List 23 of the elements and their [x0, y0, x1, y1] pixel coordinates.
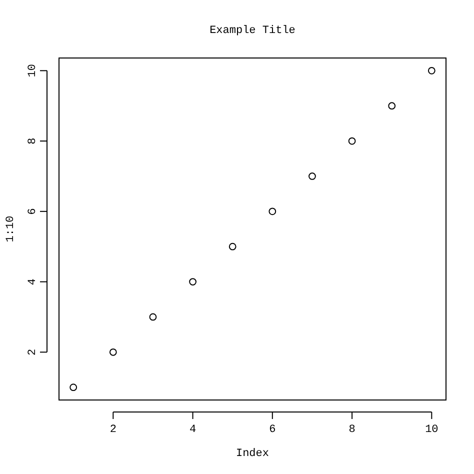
y-tick-label: 2	[27, 348, 39, 356]
point	[308, 172, 316, 180]
point	[388, 102, 396, 110]
y-tick-label: 10	[27, 64, 39, 78]
x-tick-label: 2	[110, 424, 116, 436]
point	[70, 384, 78, 392]
point	[189, 278, 196, 286]
chart-title: Example Title	[210, 25, 296, 37]
point	[268, 208, 276, 216]
point	[149, 313, 157, 321]
x-tick-label: 10	[425, 424, 438, 436]
x-tick-label: 8	[348, 424, 356, 436]
y-tick-label: 4	[27, 278, 39, 286]
point	[348, 137, 356, 145]
x-tick-label: 6	[269, 424, 276, 436]
point	[228, 242, 236, 250]
y-tick-label: 8	[27, 138, 39, 144]
y-axis-title: 1:10	[5, 216, 17, 242]
x-axis-title: Index	[236, 448, 270, 460]
point	[428, 66, 436, 74]
point	[109, 348, 117, 356]
x-tick-label: 4	[189, 424, 196, 436]
y-tick-label: 6	[27, 208, 39, 215]
